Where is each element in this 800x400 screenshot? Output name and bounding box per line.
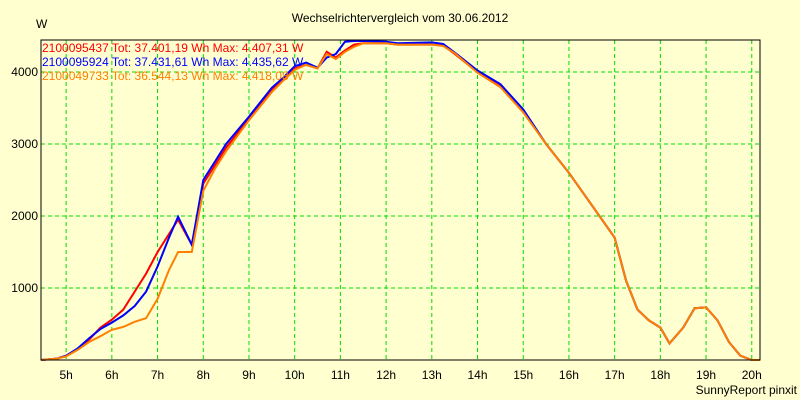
x-tick-label: 18h [650, 368, 670, 382]
x-tick-label: 9h [242, 368, 255, 382]
x-tick-label: 20h [742, 368, 762, 382]
y-tick-label: 1000 [11, 281, 38, 295]
x-tick-label: 8h [197, 368, 210, 382]
x-tick-label: 13h [422, 368, 442, 382]
x-tick-label: 6h [105, 368, 118, 382]
x-tick-label: 11h [331, 368, 350, 382]
legend-entry: 2100049733 Tot: 36.544,13 Wh Max: 4.418,… [42, 69, 304, 83]
x-tick-label: 17h [605, 368, 625, 382]
x-tick-label: 14h [468, 368, 488, 382]
x-tick-label: 15h [513, 368, 533, 382]
footer-credit: SunnyReport pinxit [696, 383, 798, 397]
series-line-2100049733 [40, 42, 760, 361]
plot-frame [40, 39, 761, 361]
x-tick-label: 10h [285, 368, 305, 382]
y-tick-label: 2000 [11, 209, 38, 223]
legend-entry: 2100095924 Tot: 37.431,61 Wh Max: 4.435,… [42, 55, 304, 69]
chart-title: Wechselrichtervergleich vom 30.06.2012 [292, 11, 509, 25]
x-tick-label: 12h [376, 368, 396, 382]
x-tick-label: 7h [151, 368, 164, 382]
y-axis-label: W [36, 17, 48, 31]
x-tick-label: 5h [59, 368, 72, 382]
x-tick-label: 19h [696, 368, 716, 382]
legend-entry: 2100095437 Tot: 37.401,19 Wh Max: 4.407,… [42, 41, 304, 55]
y-tick-label: 4000 [11, 65, 38, 79]
y-tick-label: 3000 [11, 137, 38, 151]
x-tick-label: 16h [559, 368, 579, 382]
